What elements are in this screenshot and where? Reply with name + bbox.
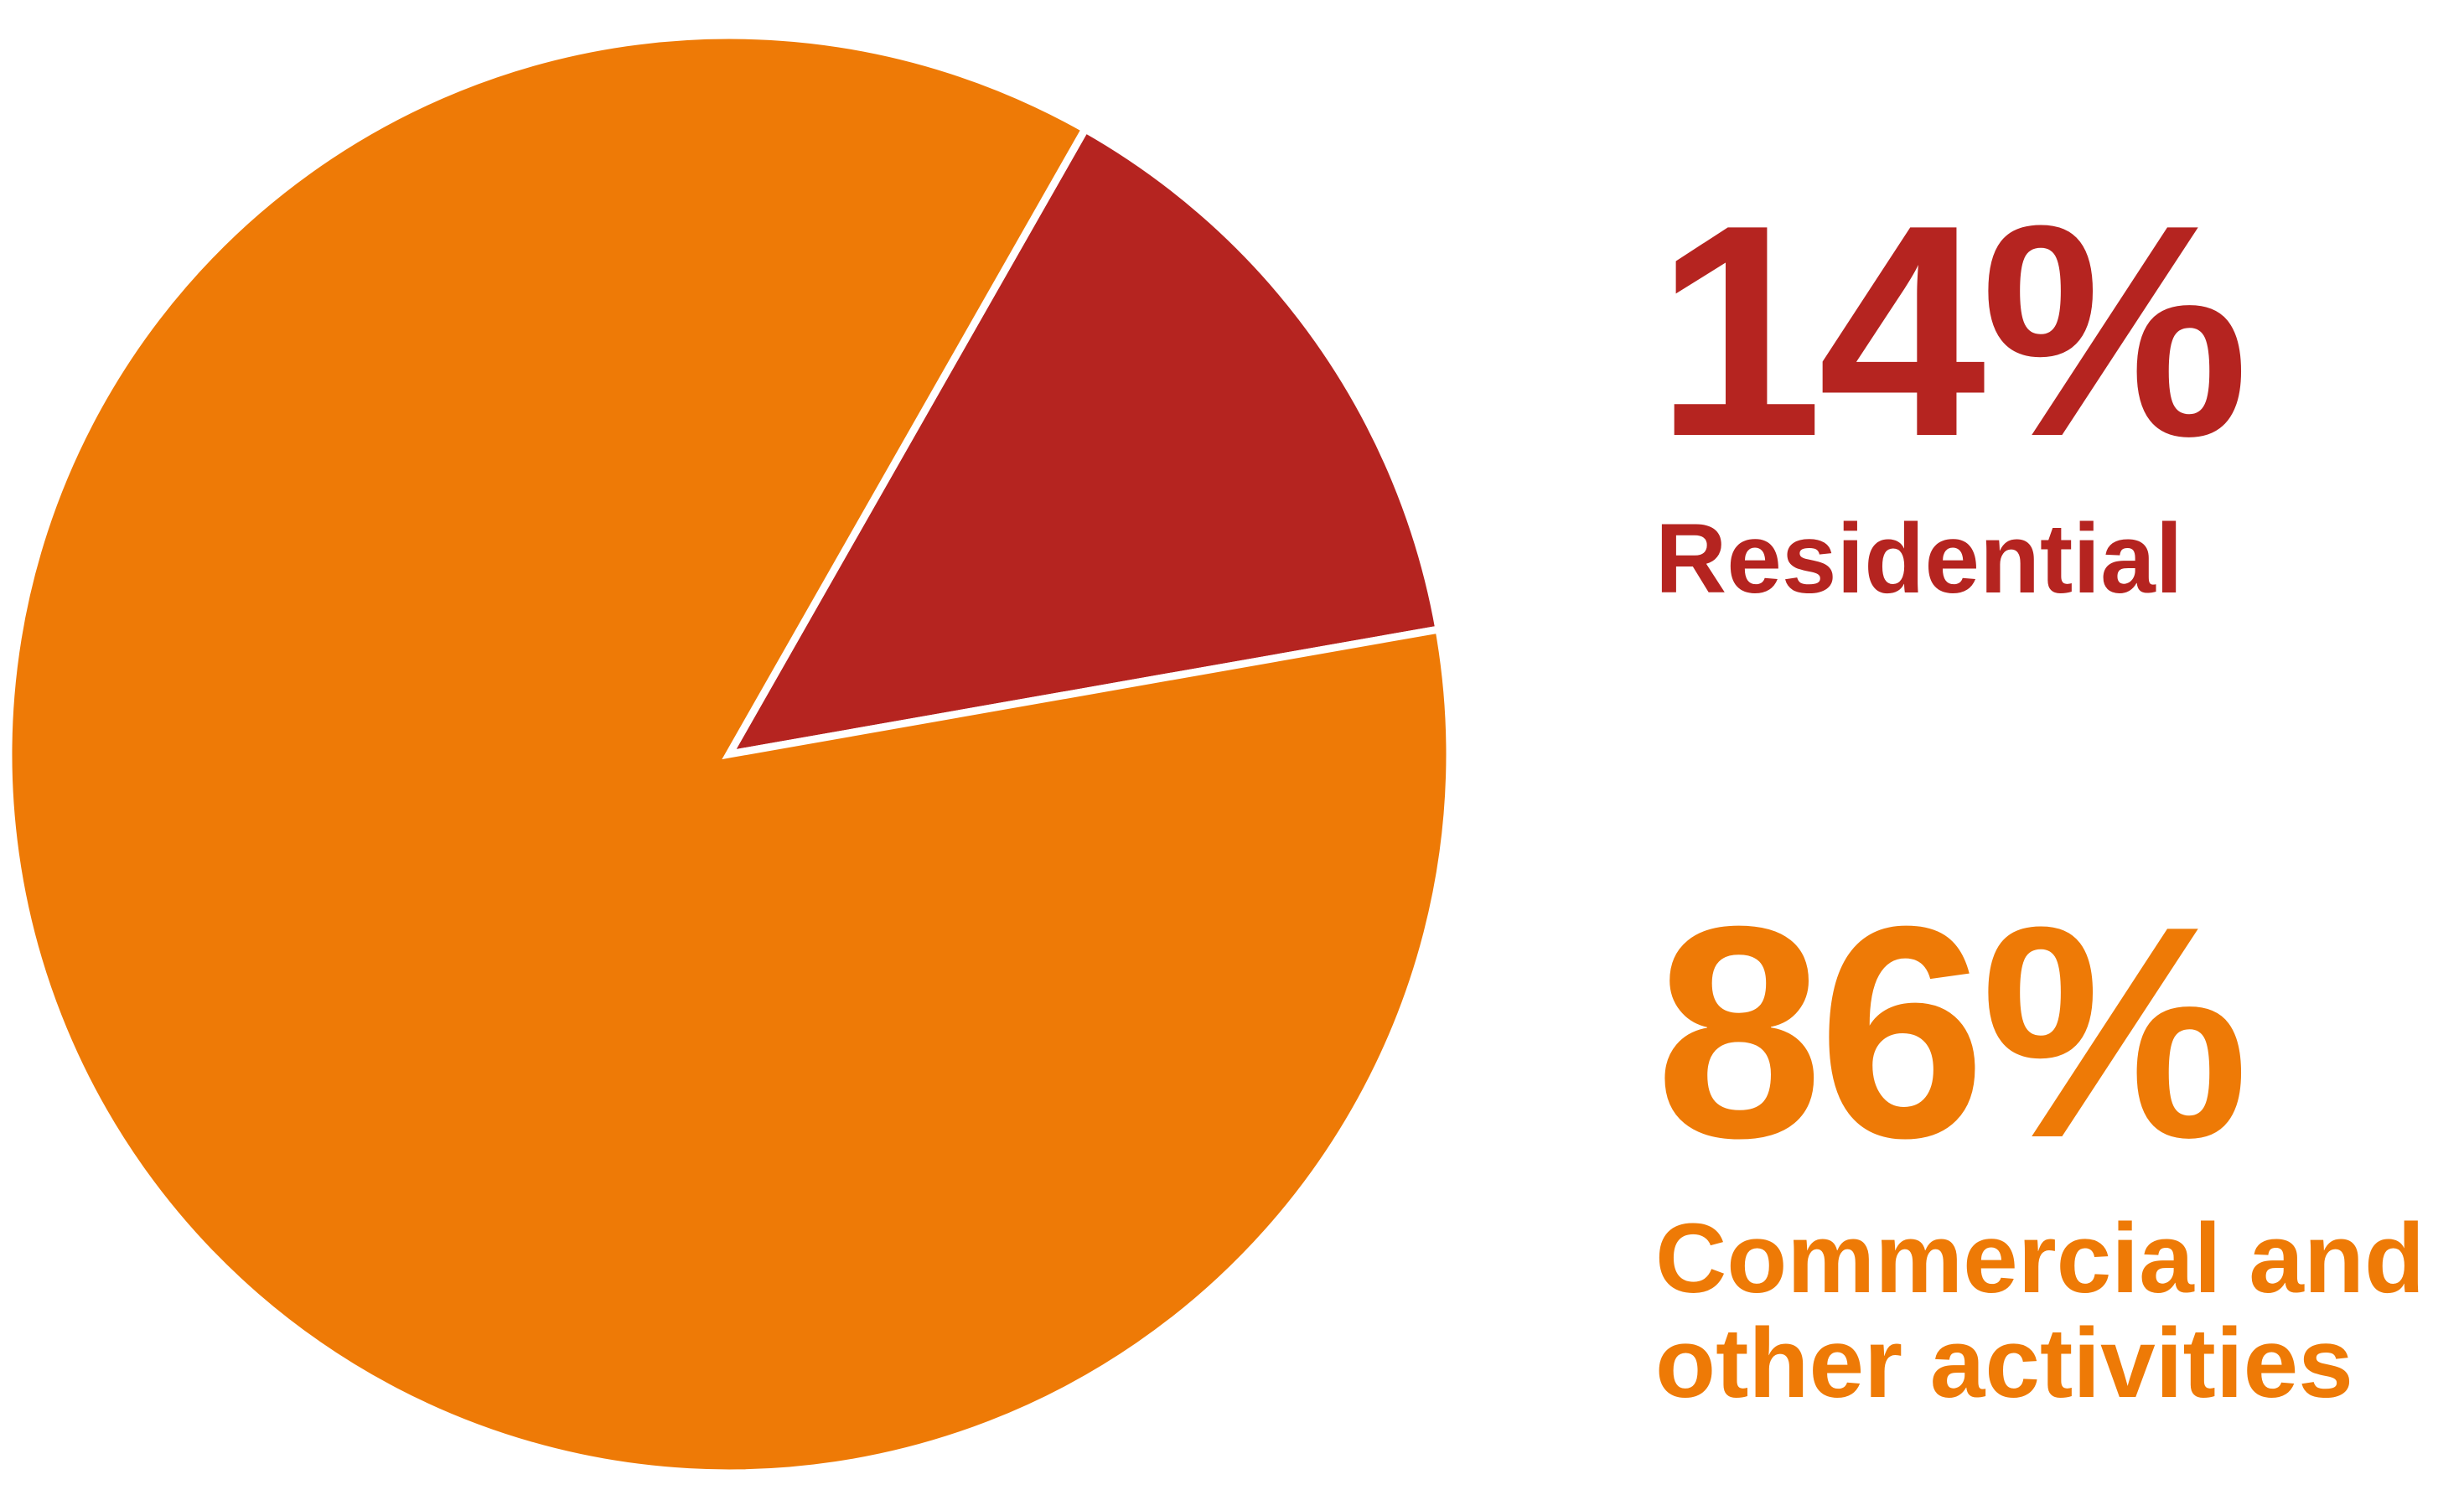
pie-slice-residential [722, 123, 1444, 760]
residential-label: Residential [1655, 504, 2183, 614]
pie-chart [4, 31, 1454, 1477]
legend-residential: 14% Residential [1655, 163, 2249, 614]
legend-commercial: 86% Commercial and other activities [1655, 882, 2443, 1416]
commercial-percentage: 86% [1655, 864, 2249, 1201]
pie-slice-commercial [4, 31, 1454, 1477]
commercial-label: Commercial and other activities [1655, 1203, 2425, 1420]
residential-percentage: 14% [1655, 163, 2249, 499]
pie-slices [4, 31, 1454, 1477]
